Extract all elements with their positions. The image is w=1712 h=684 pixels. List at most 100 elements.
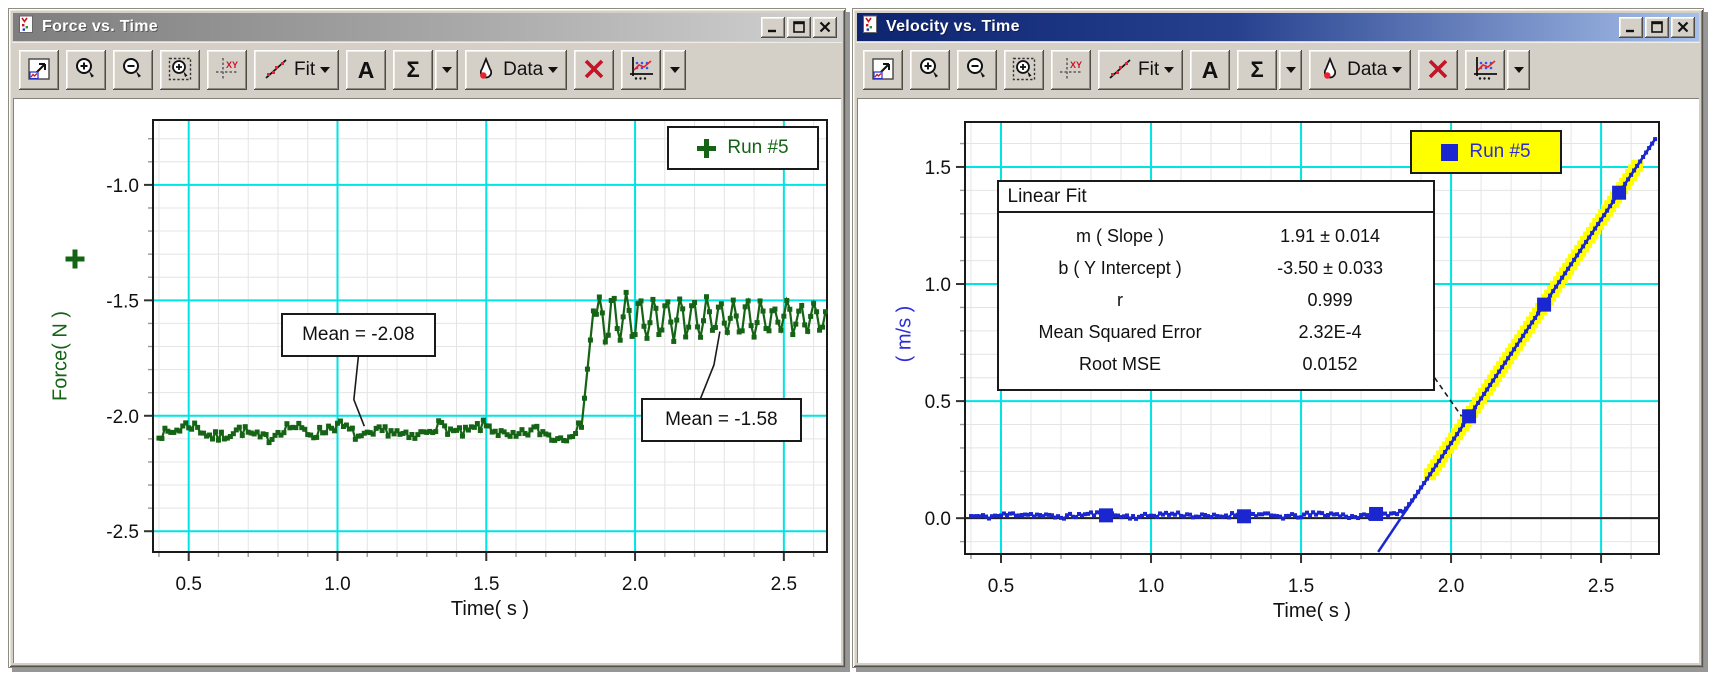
fit-label: Fit xyxy=(294,59,316,80)
zoom-out-button[interactable] xyxy=(113,50,153,90)
close-button[interactable] xyxy=(1671,16,1695,38)
dropdown-caret-icon xyxy=(320,67,331,73)
text-annotation-button[interactable]: A xyxy=(1190,50,1231,90)
zoom-select-button[interactable] xyxy=(1004,50,1044,90)
zoom-in-button[interactable] xyxy=(66,50,106,90)
statistics-button[interactable]: Σ xyxy=(393,50,434,90)
fit-row-slope: m ( Slope ) 1.91 ± 0.014 xyxy=(1076,225,1381,246)
graph-display-icon[interactable] xyxy=(17,15,36,39)
svg-text:1.5: 1.5 xyxy=(1288,576,1314,597)
graph-settings-button[interactable] xyxy=(621,50,662,90)
fit-row-mse: Mean Squared Error 2.32E-4 xyxy=(1038,322,1362,343)
svg-text:0.5: 0.5 xyxy=(925,392,951,413)
annotation-mean-1-58[interactable]: Mean = -1.58 xyxy=(641,398,802,443)
svg-text:0.5: 0.5 xyxy=(175,574,201,595)
legend-plus-marker-icon xyxy=(697,138,717,158)
svg-text:XY: XY xyxy=(226,60,238,70)
graph-settings-icon xyxy=(1472,55,1499,85)
y-axis-label[interactable]: ( m/s ) xyxy=(893,305,916,363)
graph-toolbar: XY Fit A Σ Data xyxy=(12,42,842,97)
text-annotation-icon: A xyxy=(1201,56,1219,83)
x-axis-label[interactable]: Time( s ) xyxy=(450,598,530,620)
minimize-button[interactable] xyxy=(761,16,785,38)
svg-text:2.0: 2.0 xyxy=(622,574,648,595)
x-axis-label[interactable]: Time( s ) xyxy=(1272,600,1352,622)
scale-to-fit-icon xyxy=(870,56,896,85)
fit-icon xyxy=(1107,56,1133,85)
fit-box-rows: m ( Slope ) 1.91 ± 0.014 b ( Y Intercept … xyxy=(999,213,1433,389)
svg-text:1.0: 1.0 xyxy=(1138,576,1164,597)
data-menu-button[interactable]: Data xyxy=(465,50,568,90)
close-button[interactable] xyxy=(813,16,837,38)
graph-display-icon[interactable] xyxy=(861,15,880,39)
svg-text:1.5: 1.5 xyxy=(925,158,951,179)
fit-label: Fit xyxy=(1138,59,1160,80)
graph-settings-dropdown-button[interactable] xyxy=(1507,50,1531,90)
legend-label: Run #5 xyxy=(1469,141,1531,162)
text-annotation-button[interactable]: A xyxy=(346,50,387,90)
linear-fit-results-box[interactable]: Linear Fit m ( Slope ) 1.91 ± 0.014 b ( Y… xyxy=(996,179,1435,391)
fit-menu-button[interactable]: Fit xyxy=(254,50,340,90)
delete-button[interactable] xyxy=(1418,50,1459,90)
svg-text:-2.0: -2.0 xyxy=(106,407,139,428)
statistics-dropdown-button[interactable] xyxy=(435,50,459,90)
zoom-out-icon xyxy=(964,56,990,85)
svg-text:XY: XY xyxy=(1070,60,1082,70)
svg-text:2.5: 2.5 xyxy=(1588,576,1614,597)
zoom-in-button[interactable] xyxy=(910,50,950,90)
legend-run5[interactable]: Run #5 xyxy=(1410,130,1562,174)
scale-to-fit-button[interactable] xyxy=(863,50,903,90)
legend-run5[interactable]: Run #5 xyxy=(667,126,819,170)
delete-x-icon xyxy=(1425,56,1451,85)
window-title: Force vs. Time xyxy=(42,18,158,35)
graph-settings-dropdown-button[interactable] xyxy=(663,50,687,90)
scale-to-fit-button[interactable] xyxy=(19,50,59,90)
sigma-icon: Σ xyxy=(406,57,420,82)
graph-client-area: 0.5 1.0 1.5 2.0 2.5 0.0 0.5 1.0 1.5 ( m/s ) Time… xyxy=(857,98,1699,663)
svg-text:1.5: 1.5 xyxy=(473,574,499,595)
maximize-button[interactable] xyxy=(1645,16,1669,38)
force-chart-plot-area[interactable]: 0.5 1.0 1.5 2.0 2.5 -1.0 -1.5 -2.0 -2.5 Force( N… xyxy=(15,100,839,661)
delete-button[interactable] xyxy=(574,50,615,90)
svg-text:-1.0: -1.0 xyxy=(106,176,139,197)
dropdown-caret-icon xyxy=(1513,67,1524,73)
graph-client-area: 0.5 1.0 1.5 2.0 2.5 -1.0 -1.5 -2.0 -2.5 Force( N… xyxy=(13,98,841,663)
dropdown-caret-icon xyxy=(1392,67,1403,73)
titlebar-force[interactable]: Force vs. Time xyxy=(13,13,841,41)
legend-label: Run #5 xyxy=(727,137,789,158)
zoom-select-icon xyxy=(167,56,193,85)
svg-text:2.0: 2.0 xyxy=(1438,576,1464,597)
run-plus-marker-icon xyxy=(65,249,85,269)
data-menu-button[interactable]: Data xyxy=(1309,50,1412,90)
graph-settings-button[interactable] xyxy=(1465,50,1506,90)
fit-box-title: Linear Fit xyxy=(998,182,1433,213)
svg-text:1.0: 1.0 xyxy=(324,574,350,595)
y-axis-label[interactable]: Force( N ) xyxy=(49,311,72,401)
xy-tool-button[interactable]: XY xyxy=(1051,50,1091,90)
graph-toolbar: XY Fit A Σ Data xyxy=(856,42,1700,97)
velocity-chart-plot-area[interactable]: 0.5 1.0 1.5 2.0 2.5 0.0 0.5 1.0 1.5 ( m/s ) Time… xyxy=(859,100,1697,661)
statistics-button[interactable]: Σ xyxy=(1237,50,1278,90)
window-title: Velocity vs. Time xyxy=(886,18,1020,35)
data-droplet-icon xyxy=(1318,56,1342,85)
minimize-button[interactable] xyxy=(1619,16,1643,38)
xy-tool-button[interactable]: XY xyxy=(207,50,247,90)
annotation-mean-2-08[interactable]: Mean = -2.08 xyxy=(280,313,436,357)
sigma-icon: Σ xyxy=(1250,57,1264,82)
maximize-button[interactable] xyxy=(787,16,811,38)
dropdown-caret-icon xyxy=(548,67,559,73)
zoom-select-icon xyxy=(1011,56,1037,85)
fit-icon xyxy=(263,56,289,85)
fit-row-rmse: Root MSE 0.0152 xyxy=(1079,354,1358,375)
zoom-in-icon xyxy=(917,56,943,85)
titlebar-velocity[interactable]: Velocity vs. Time xyxy=(857,13,1699,41)
zoom-out-button[interactable] xyxy=(957,50,997,90)
scale-to-fit-icon xyxy=(26,56,52,85)
zoom-select-button[interactable] xyxy=(160,50,200,90)
dropdown-caret-icon xyxy=(1164,67,1175,73)
statistics-dropdown-button[interactable] xyxy=(1279,50,1303,90)
fit-menu-button[interactable]: Fit xyxy=(1098,50,1184,90)
xy-coordinates-icon: XY xyxy=(1058,56,1084,85)
fit-row-intercept: b ( Y Intercept ) -3.50 ± 0.033 xyxy=(1058,258,1384,279)
chart-svg: 0.5 1.0 1.5 2.0 2.5 -1.0 -1.5 -2.0 -2.5 xyxy=(106,119,829,595)
